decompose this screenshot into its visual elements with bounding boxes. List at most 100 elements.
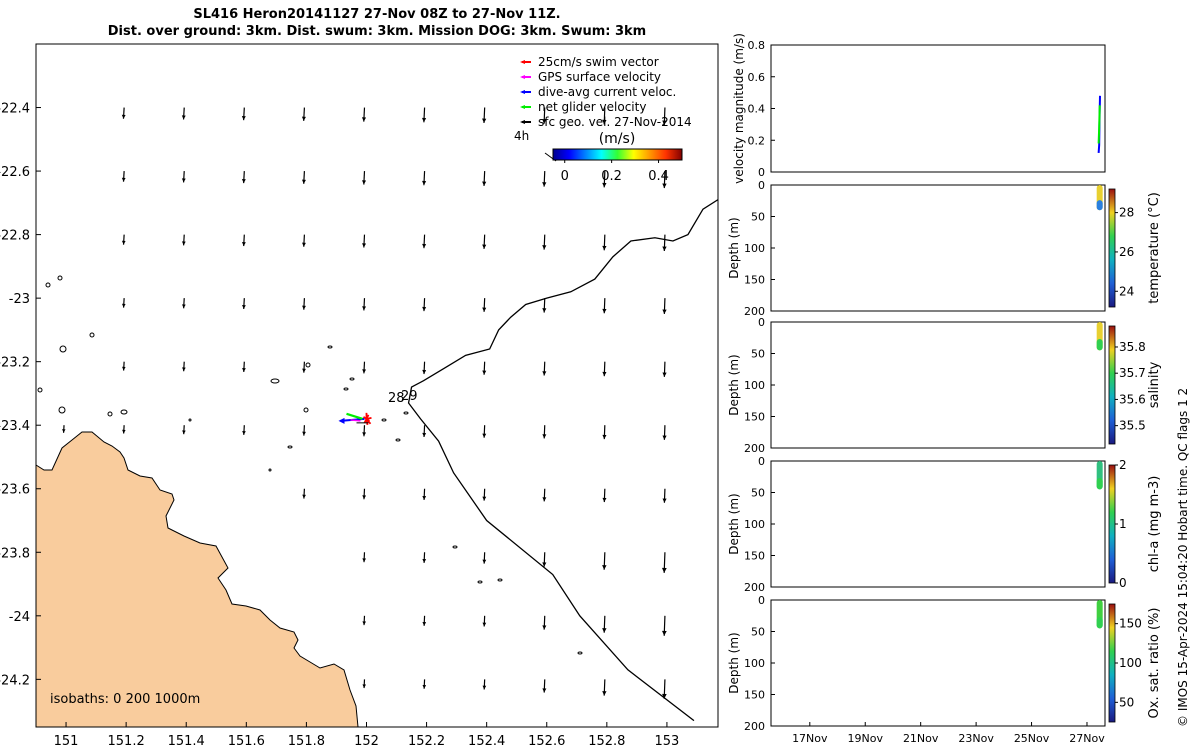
depth-tick-label: 200 (744, 442, 765, 455)
date-tick-label: 21Nov (903, 732, 939, 745)
depth-tick-label: 200 (744, 720, 765, 733)
island (477, 580, 483, 584)
current-arrow-head (362, 558, 367, 563)
current-arrow-head (242, 305, 246, 310)
current-arrow-head (482, 433, 487, 438)
legend-swatch-head (520, 90, 525, 94)
x-tick-label: 152.6 (528, 734, 565, 749)
depth-tick-label: 150 (744, 411, 765, 424)
current-arrow-head (182, 304, 186, 309)
profile-colorbar-tick-label: 26 (1119, 245, 1134, 259)
current-arrow-head (422, 369, 427, 375)
current-arrow-head (662, 372, 667, 377)
legend-swatch-head (520, 75, 525, 79)
current-arrow-head (121, 240, 126, 245)
current-arrow-head (602, 119, 607, 125)
current-arrow-head (482, 118, 487, 124)
legend-label: sfc geo. vel. 27-Nov-2014 (538, 115, 692, 129)
current-arrow-head (362, 684, 366, 689)
island (107, 411, 113, 417)
current-arrow-head (422, 432, 427, 438)
current-arrow-head (602, 308, 607, 314)
current-arrow-head (362, 180, 367, 185)
track-label: 29 (401, 389, 418, 404)
current-arrow-head (482, 622, 487, 627)
current-arrow-head (482, 181, 487, 186)
current-arrow-head (662, 120, 667, 126)
legend-label: net glider velocity (538, 100, 646, 114)
current-arrow-head (602, 628, 607, 633)
current-arrow-head (362, 621, 367, 626)
island (270, 378, 280, 384)
current-arrow-head (542, 434, 547, 439)
profile-colorbar-tick-label: 35.5 (1119, 419, 1146, 433)
profile-colorbar-tick-label: 0 (1119, 576, 1127, 590)
current-arrow-head (241, 179, 246, 184)
island (327, 345, 333, 349)
depth-tick-label: 0 (758, 455, 765, 468)
current-arrow-head (662, 246, 667, 252)
legend-swatch-head (520, 105, 525, 109)
island (497, 578, 503, 582)
dive-avg-current-head (338, 417, 345, 424)
x-tick-label: 151 (54, 734, 79, 749)
current-arrow-head (662, 693, 667, 699)
depth-tick-label: 50 (751, 487, 765, 500)
legend-swatch-head (520, 120, 525, 124)
profile-colorbar-label: salinity (1147, 361, 1162, 408)
x-tick-label: 152.4 (468, 734, 505, 749)
depth-axis-label: Depth (m) (727, 217, 741, 278)
current-arrow-head (662, 435, 667, 440)
legend-swatch-head (520, 60, 525, 64)
depth-tick-label: 200 (744, 305, 765, 318)
current-arrow-head (122, 366, 126, 371)
current-arrow-head (302, 305, 306, 310)
current-arrow-head (662, 498, 667, 503)
current-arrow-head (182, 367, 186, 372)
current-arrow-head (362, 243, 367, 248)
profile-colorbar-label: temperature (°C) (1147, 192, 1162, 304)
island (120, 409, 128, 415)
chart-title-line2: Dist. over ground: 3km. Dist. swum: 3km.… (107, 24, 647, 39)
x-tick-label: 151.2 (108, 734, 145, 749)
land-area (35, 431, 359, 728)
y-tick-label: -23 (9, 292, 30, 307)
current-arrow-head (121, 303, 126, 308)
velocity-panel-frame (770, 44, 1106, 173)
profile-colorbar-label: Ox. sat. ratio (%) (1147, 608, 1162, 719)
island (303, 407, 309, 413)
current-arrow-head (241, 115, 246, 121)
current-arrow-head (422, 117, 427, 123)
net-glider-vector (346, 412, 363, 420)
x-tick-label: 152.8 (588, 734, 625, 749)
footer-credit: © IMOS 15-Apr-2024 15:04:20 Hobart time.… (1176, 387, 1190, 727)
legend-label: dive-avg current veloc. (538, 85, 676, 99)
current-arrow-head (542, 182, 547, 187)
island (268, 468, 272, 472)
depth-tick-label: 150 (744, 274, 765, 287)
current-arrow-head (302, 431, 306, 436)
y-tick-label: -22.8 (0, 229, 30, 244)
profile-colorbar-tick-label: 150 (1119, 617, 1142, 631)
profile-colorbar-tick-label: 35.6 (1119, 392, 1146, 406)
profile-data (1096, 478, 1103, 490)
depth-tick-label: 150 (744, 689, 765, 702)
date-tick-label: 19Nov (848, 732, 884, 745)
current-arrow-head (301, 116, 306, 121)
colorbar (552, 148, 683, 161)
current-arrow-head (662, 630, 667, 636)
profile-colorbar-tick-label: 2 (1119, 458, 1127, 472)
depth-tick-label: 50 (751, 211, 765, 224)
profile-colorbar (1108, 325, 1116, 445)
island (403, 411, 409, 415)
date-tick-label: 17Nov (792, 732, 828, 745)
map-frame (35, 43, 719, 728)
current-arrow-head (602, 691, 607, 696)
y-tick-label: -24 (9, 610, 30, 625)
current-arrow-head (482, 685, 487, 690)
legend-label: 25cm/s swim vector (538, 55, 659, 69)
current-arrow-head (362, 369, 367, 374)
current-arrow-head (182, 430, 186, 435)
